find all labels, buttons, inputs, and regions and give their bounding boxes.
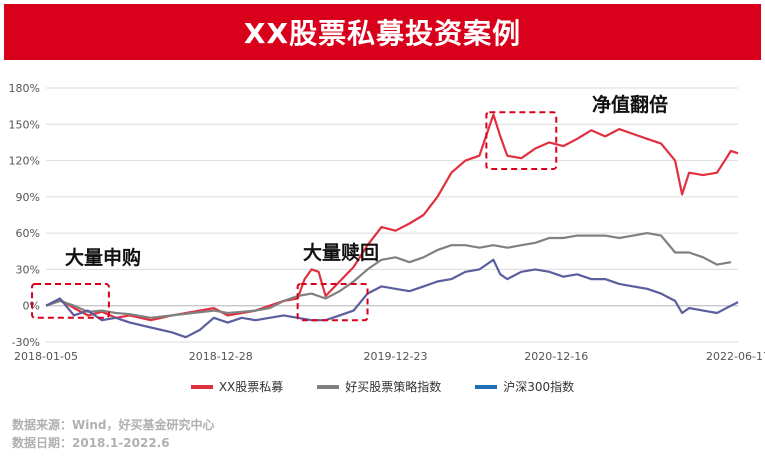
legend-label-strategy-index: 好买股票策略指数 <box>345 380 442 394</box>
x-tick-label: 2018-01-05 <box>14 350 78 363</box>
series-line-1 <box>45 232 732 319</box>
data-date-note: 数据日期：2018.1-2022.6 <box>12 436 170 450</box>
x-tick-label: 2020-12-16 <box>524 350 588 363</box>
y-tick-label: 30% <box>16 263 40 276</box>
y-tick-label: 150% <box>9 118 40 131</box>
series-line-0 <box>45 113 739 322</box>
legend-item-csi300: 沪深300指数 <box>475 378 574 395</box>
y-tick-label: 90% <box>16 191 40 204</box>
annotation-label: 净值翻倍 <box>592 93 668 116</box>
x-tick-label: 2022-06-17 <box>706 350 765 363</box>
x-tick-label: 2019-12-23 <box>364 350 428 363</box>
y-tick-label: 60% <box>16 227 40 240</box>
title-banner: XX股票私募投资案例 <box>4 4 761 60</box>
data-source-note: 数据来源：Wind，好买基金研究中心 <box>12 418 215 432</box>
line-chart: 180%150%120%90%60%30%0%-30%2018-01-05 201… <box>9 82 765 363</box>
annotation-box <box>31 282 110 319</box>
legend-label-private-fund: XX股票私募 <box>218 380 284 394</box>
annotation-label: 大量赎回 <box>303 241 379 264</box>
y-tick-label: 120% <box>9 155 40 168</box>
legend: XX股票私募 好买股票策略指数 沪深300指数 <box>0 378 765 395</box>
legend-label-csi300: 沪深300指数 <box>503 380 575 394</box>
series-line-2 <box>45 258 739 339</box>
x-tick-label: 2018-12-28 <box>189 350 253 363</box>
y-tick-label: 180% <box>9 82 40 95</box>
legend-item-strategy-index: 好买股票策略指数 <box>317 378 441 395</box>
y-tick-label: -30% <box>12 336 40 349</box>
annotation-label: 大量申购 <box>65 246 141 269</box>
legend-swatch-strategy-index <box>317 384 340 389</box>
chart-title: XX股票私募投资案例 <box>243 17 522 50</box>
annotation-box <box>485 111 558 171</box>
legend-item-private-fund: XX股票私募 <box>190 378 284 395</box>
legend-swatch-csi300 <box>475 384 498 389</box>
annotation-box <box>296 282 369 322</box>
legend-swatch-private-fund <box>190 384 213 389</box>
